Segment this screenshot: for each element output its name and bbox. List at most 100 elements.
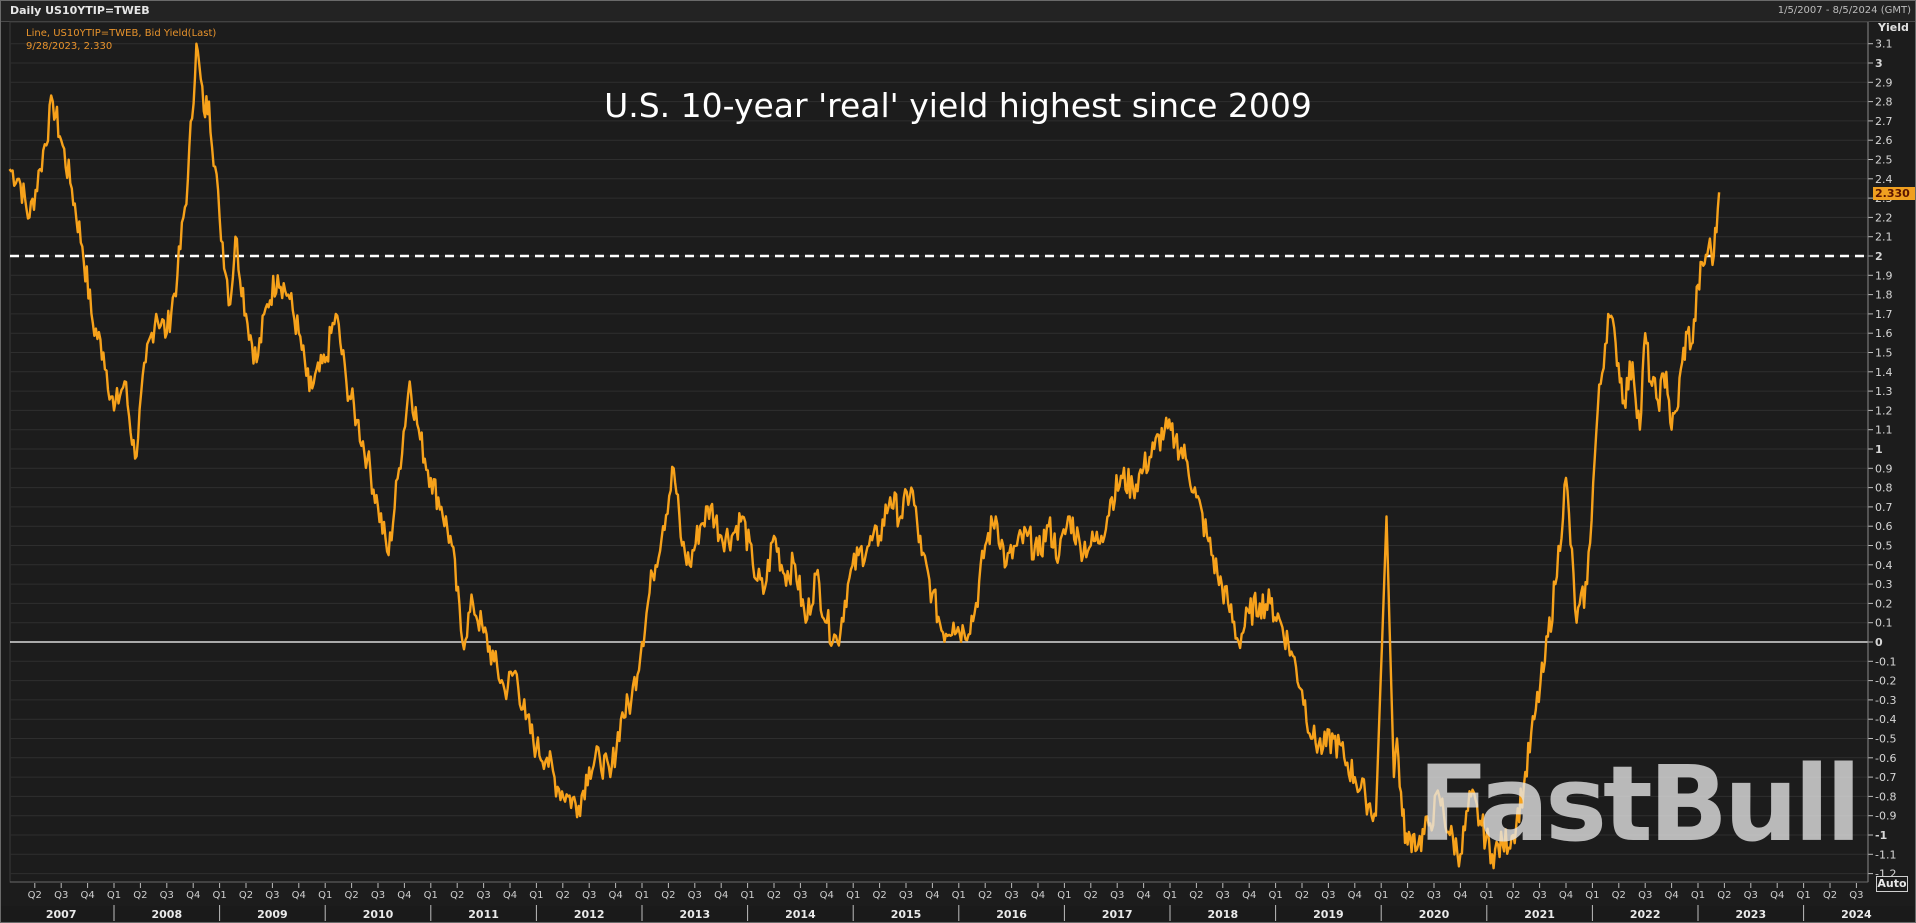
svg-text:Q2: Q2: [1717, 890, 1731, 901]
svg-text:2.6: 2.6: [1875, 134, 1893, 147]
svg-text:Q3: Q3: [793, 890, 807, 901]
svg-text:2014: 2014: [785, 908, 816, 921]
svg-text:1.2: 1.2: [1875, 404, 1893, 417]
svg-text:-1.1: -1.1: [1875, 848, 1896, 861]
svg-text:Q2: Q2: [556, 890, 570, 901]
svg-text:2017: 2017: [1102, 908, 1133, 921]
svg-text:2021: 2021: [1524, 908, 1555, 921]
window-title: Daily US10YTIP=TWEB: [10, 4, 150, 17]
svg-text:Q4: Q4: [1242, 890, 1256, 901]
svg-text:0.7: 0.7: [1875, 501, 1893, 514]
svg-text:Q1: Q1: [1480, 890, 1494, 901]
svg-text:Q3: Q3: [371, 890, 385, 901]
y-axis-title: Yield: [1878, 21, 1909, 34]
svg-text:2007: 2007: [46, 908, 77, 921]
svg-text:2.2: 2.2: [1875, 211, 1893, 224]
series-legend: Line, US10YTIP=TWEB, Bid Yield(Last) 9/2…: [26, 27, 216, 53]
svg-text:Q2: Q2: [344, 890, 358, 901]
svg-text:Q4: Q4: [925, 890, 939, 901]
svg-text:0.6: 0.6: [1875, 520, 1893, 533]
svg-text:Q1: Q1: [107, 890, 121, 901]
svg-text:Q2: Q2: [28, 890, 42, 901]
svg-text:2012: 2012: [574, 908, 605, 921]
svg-text:Q2: Q2: [1823, 890, 1837, 901]
svg-text:Q1: Q1: [1374, 890, 1388, 901]
svg-text:Q3: Q3: [1849, 890, 1863, 901]
svg-text:Q1: Q1: [846, 890, 860, 901]
svg-text:-1: -1: [1875, 829, 1887, 842]
svg-text:Q2: Q2: [239, 890, 253, 901]
svg-text:Q2: Q2: [767, 890, 781, 901]
svg-text:0.1: 0.1: [1875, 617, 1893, 630]
svg-text:Q4: Q4: [820, 890, 834, 901]
svg-text:1.1: 1.1: [1875, 424, 1893, 437]
svg-text:1.9: 1.9: [1875, 269, 1893, 282]
svg-text:Q4: Q4: [1559, 890, 1573, 901]
svg-text:3: 3: [1875, 57, 1883, 70]
svg-text:Q2: Q2: [1400, 890, 1414, 901]
svg-text:Q3: Q3: [1004, 890, 1018, 901]
svg-text:Q3: Q3: [582, 890, 596, 901]
svg-text:2013: 2013: [679, 908, 710, 921]
svg-text:Q4: Q4: [503, 890, 517, 901]
svg-text:-0.1: -0.1: [1875, 655, 1896, 668]
svg-text:0.4: 0.4: [1875, 559, 1893, 572]
svg-text:Q4: Q4: [1348, 890, 1362, 901]
svg-text:0.8: 0.8: [1875, 482, 1893, 495]
svg-text:Q1: Q1: [1796, 890, 1810, 901]
svg-text:-0.4: -0.4: [1875, 713, 1896, 726]
svg-text:2008: 2008: [151, 908, 182, 921]
legend-last-value: 9/28/2023, 2.330: [26, 41, 113, 52]
svg-text:Q3: Q3: [160, 890, 174, 901]
svg-text:2023: 2023: [1735, 908, 1766, 921]
svg-text:Q2: Q2: [133, 890, 147, 901]
svg-text:Q3: Q3: [688, 890, 702, 901]
svg-text:Q2: Q2: [450, 890, 464, 901]
svg-text:Q4: Q4: [186, 890, 200, 901]
svg-text:2.5: 2.5: [1875, 154, 1893, 167]
svg-text:-0.2: -0.2: [1875, 675, 1896, 688]
svg-text:-0.3: -0.3: [1875, 694, 1896, 707]
svg-text:2.4: 2.4: [1875, 173, 1893, 186]
svg-text:Q4: Q4: [397, 890, 411, 901]
svg-text:3.1: 3.1: [1875, 38, 1893, 51]
svg-text:Q4: Q4: [1664, 890, 1678, 901]
svg-text:Q1: Q1: [212, 890, 226, 901]
y-axis: 3.132.92.82.72.62.52.42.32.22.121.91.81.…: [1867, 22, 1896, 882]
svg-text:2.9: 2.9: [1875, 76, 1893, 89]
svg-text:Q1: Q1: [529, 890, 543, 901]
svg-text:2020: 2020: [1419, 908, 1450, 921]
svg-text:Q3: Q3: [899, 890, 913, 901]
svg-text:1.4: 1.4: [1875, 366, 1893, 379]
svg-text:Q4: Q4: [292, 890, 306, 901]
svg-text:Q1: Q1: [318, 890, 332, 901]
svg-text:Q2: Q2: [872, 890, 886, 901]
fastbull-watermark: FastBull: [1418, 743, 1861, 865]
svg-text:2019: 2019: [1313, 908, 1344, 921]
svg-text:Q1: Q1: [635, 890, 649, 901]
svg-text:-0.6: -0.6: [1875, 752, 1896, 765]
yield-line: [8, 42, 1721, 870]
svg-text:2.1: 2.1: [1875, 231, 1893, 244]
svg-text:Q2: Q2: [1612, 890, 1626, 901]
svg-text:0.5: 0.5: [1875, 540, 1893, 553]
svg-text:1.3: 1.3: [1875, 385, 1893, 398]
svg-text:Q4: Q4: [1453, 890, 1467, 901]
svg-text:Q2: Q2: [1506, 890, 1520, 901]
svg-text:2022: 2022: [1630, 908, 1661, 921]
svg-text:Q3: Q3: [1321, 890, 1335, 901]
svg-text:Q4: Q4: [1031, 890, 1045, 901]
svg-text:2018: 2018: [1207, 908, 1238, 921]
svg-text:0.2: 0.2: [1875, 597, 1893, 610]
auto-scale-button[interactable]: Auto: [1876, 876, 1908, 892]
svg-text:-0.9: -0.9: [1875, 810, 1896, 823]
svg-text:2024: 2024: [1841, 908, 1872, 921]
svg-text:Q1: Q1: [1057, 890, 1071, 901]
svg-text:2011: 2011: [468, 908, 499, 921]
reference-lines: [10, 254, 1868, 643]
last-value-badge: 2.330: [1873, 187, 1915, 200]
svg-text:2015: 2015: [891, 908, 922, 921]
svg-text:Q3: Q3: [1638, 890, 1652, 901]
